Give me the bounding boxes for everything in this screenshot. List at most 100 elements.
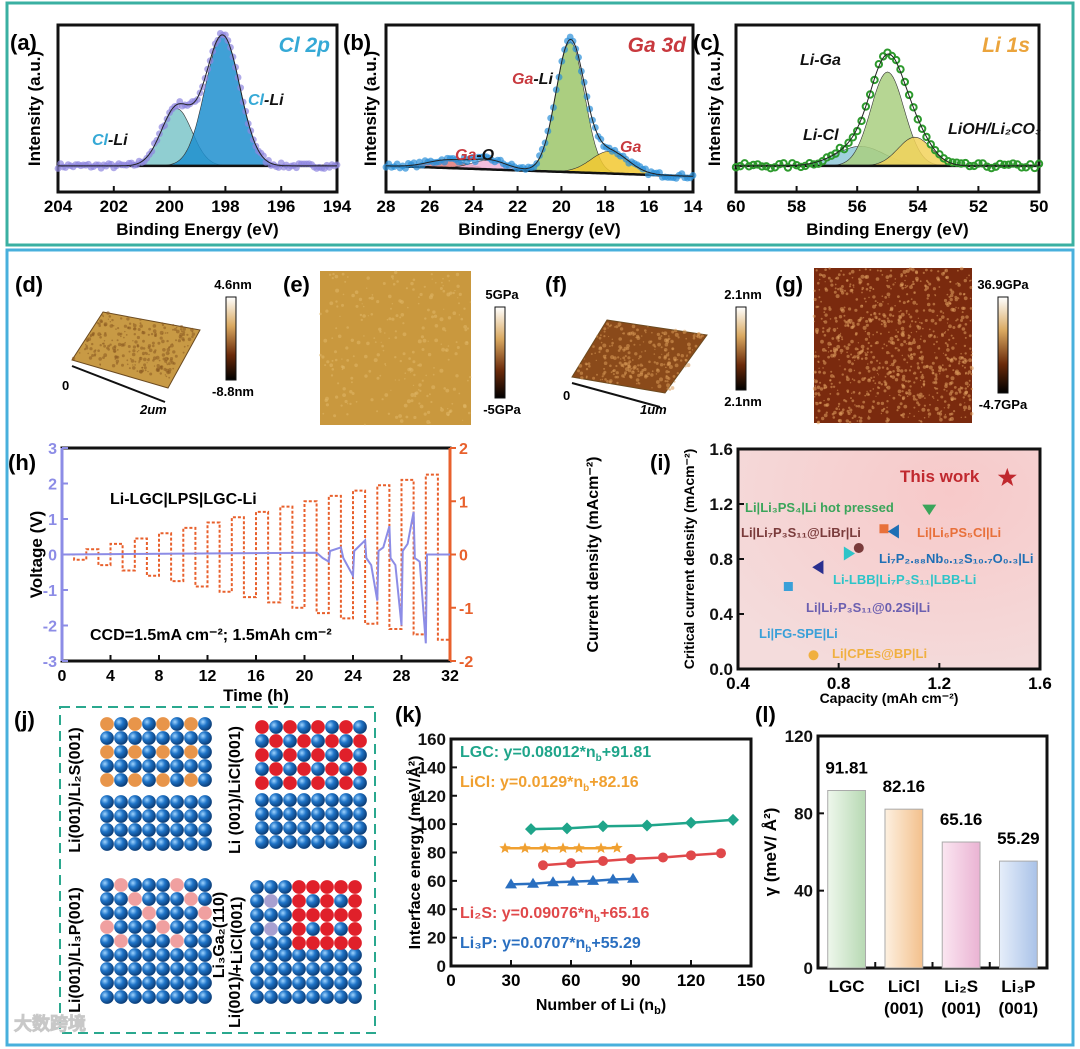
surface-texture [858, 371, 862, 375]
category-label: LGC [829, 977, 865, 996]
interface-atom [311, 720, 325, 734]
surface-texture [449, 409, 453, 413]
surface-texture [886, 279, 889, 282]
surface-texture [666, 383, 671, 388]
surface-texture [872, 388, 875, 390]
surface-texture [433, 367, 435, 369]
surface-texture [958, 390, 962, 394]
surface-texture [355, 400, 358, 403]
surface-texture [608, 335, 610, 338]
surface-texture [373, 337, 376, 339]
surface-texture [463, 325, 468, 329]
interface-atom [114, 892, 128, 906]
surface-texture [845, 279, 849, 282]
panel-label: (h) [8, 450, 36, 475]
data-point [265, 156, 272, 164]
surface-texture [653, 361, 656, 364]
surface-texture [427, 352, 432, 357]
surface-texture [360, 318, 363, 322]
surface-texture [919, 379, 922, 382]
panel-label: (i) [650, 450, 671, 475]
li-atom [184, 948, 198, 962]
surface-texture [166, 347, 171, 352]
surface-texture [621, 364, 624, 367]
scale-axis [71, 365, 166, 403]
surface-texture [928, 282, 932, 286]
surface-texture [964, 336, 967, 339]
surface-texture [166, 362, 168, 364]
surface-texture [445, 411, 450, 416]
surface-texture [945, 270, 947, 272]
xps-panel-border [5, 1, 1075, 247]
structure-label: +LiCl(001) [229, 897, 246, 974]
surface-texture [139, 358, 141, 361]
surface-texture [944, 368, 948, 371]
category-label: Li₂S [944, 977, 978, 996]
interface-atom [278, 922, 292, 936]
equation-sub: b [594, 914, 600, 925]
structure-label: Li (001)/LiCl(001) [227, 726, 244, 854]
surface-texture [948, 382, 952, 386]
surface-texture [329, 301, 334, 306]
surface-texture [819, 278, 821, 281]
interface-atom [114, 878, 128, 892]
x-tick-label: 18 [596, 197, 615, 216]
annotation-element: Ga [620, 139, 641, 156]
surface-texture [414, 395, 417, 398]
data-point [222, 31, 229, 39]
interface-atom [297, 720, 311, 734]
surface-texture [667, 337, 671, 341]
surface-texture [941, 272, 945, 276]
surface-texture [880, 412, 883, 415]
surface-texture [890, 287, 892, 290]
interface-atom [184, 717, 198, 731]
surface-texture [904, 369, 908, 372]
y-axis-label: Intensity (a.u.) [705, 51, 724, 166]
surface-texture [919, 356, 921, 359]
colorbar [997, 296, 1009, 394]
surface-texture [897, 347, 899, 349]
li-atom [311, 821, 325, 835]
x-tick-label: 0.4 [726, 674, 750, 693]
surface-texture [660, 346, 663, 349]
peak-annotation: Ga-Li [512, 71, 553, 88]
point-label: Li|Li₇P₃S₁₁@0.2Si|Li [806, 600, 930, 615]
surface-texture [938, 412, 943, 416]
surface-texture [349, 390, 353, 394]
cell-configuration-label: Li-LGC|LPS|LGC-Li [110, 491, 257, 508]
surface-texture [660, 335, 663, 337]
surface-texture [952, 369, 955, 372]
li-atom [114, 976, 128, 990]
li-atom [114, 837, 128, 851]
surface-texture [897, 318, 901, 322]
li-atom [142, 976, 156, 990]
surface-texture [897, 389, 902, 394]
surface-texture [172, 367, 175, 370]
surface-texture [915, 398, 918, 401]
li-atom [184, 795, 198, 809]
surface-texture [897, 405, 901, 409]
surface-texture [967, 370, 972, 374]
surface-texture [186, 333, 189, 336]
surface-texture [849, 382, 852, 384]
interface-atom [142, 920, 156, 934]
surface-texture [658, 336, 662, 340]
li-atom [269, 821, 283, 835]
interface-atom [114, 906, 128, 920]
surface-texture [882, 300, 884, 303]
surface-texture [901, 396, 906, 400]
li-atom [128, 795, 142, 809]
surface-texture [599, 379, 602, 381]
surface-texture [952, 356, 956, 360]
surface-texture [881, 295, 884, 298]
interface-atom [311, 748, 325, 762]
surface-texture [964, 416, 967, 418]
surface-texture [431, 278, 433, 280]
surface-texture [907, 416, 909, 418]
surface-texture [140, 346, 144, 350]
x-tick-label: 50 [1030, 197, 1049, 216]
surface-texture [667, 377, 671, 380]
surface-texture [684, 365, 687, 368]
surface-texture [962, 360, 967, 364]
